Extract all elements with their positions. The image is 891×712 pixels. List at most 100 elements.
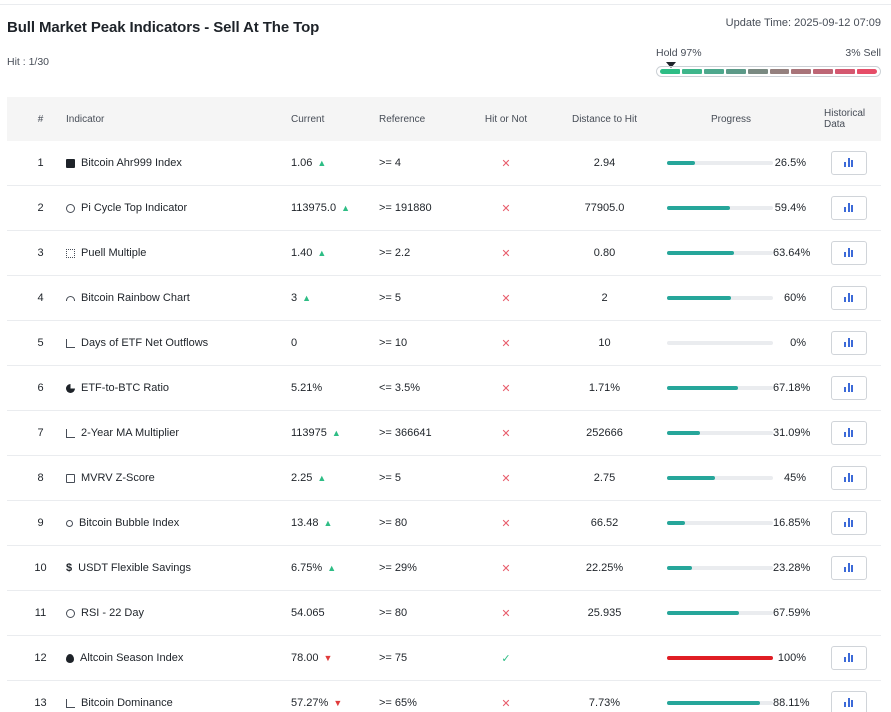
historical-data-button[interactable] (830, 331, 867, 355)
indicator-name[interactable]: Bitcoin Ahr999 Index (81, 157, 182, 169)
update-time: Update Time: 2025-09-12 07:09 (725, 17, 881, 29)
indicator-name[interactable]: Days of ETF Net Outflows (81, 337, 209, 349)
indicator-name[interactable]: Altcoin Season Index (80, 652, 184, 664)
hit-count: Hit : 1/30 (7, 56, 50, 68)
history-cell (806, 511, 881, 535)
current-value: 5.21% (291, 382, 323, 394)
progress-percent: 63.64% (773, 247, 811, 259)
table-row[interactable]: 11 RSI - 22 Day 54.065 >= 80 ✕ 25.935 67.59% (7, 591, 881, 636)
indicator-name[interactable]: Bitcoin Rainbow Chart (81, 292, 190, 304)
historical-data-button[interactable] (830, 556, 867, 580)
progress-bar (667, 566, 773, 570)
indicator-cell[interactable]: Bitcoin Bubble Index (66, 517, 291, 529)
table-row[interactable]: 7 2-Year MA Multiplier 113975 ▲ >= 366641 ✕ 25… (7, 411, 881, 456)
indicator-name[interactable]: Pi Cycle Top Indicator (81, 202, 188, 214)
historical-data-button[interactable] (830, 286, 867, 310)
table-row[interactable]: 13 Bitcoin Dominance 57.27% ▼ >= 65% ✕ 7.73% 88… (7, 681, 881, 712)
progress-cell: 59.4% (656, 202, 806, 214)
trend-up-icon: ▲ (323, 517, 333, 528)
history-cell (806, 691, 881, 712)
current-value: 0 (291, 337, 298, 349)
table-row[interactable]: 6 ETF-to-BTC Ratio 5.21% <= 3.5% ✕ 1.71% 67.18… (7, 366, 881, 411)
progress-cell: 67.59% (656, 607, 810, 619)
row-number: 2 (37, 202, 44, 214)
historical-data-button[interactable] (830, 376, 867, 400)
history-cell (806, 331, 881, 355)
indicator-name[interactable]: USDT Flexible Savings (78, 562, 192, 574)
table-row[interactable]: 9 Bitcoin Bubble Index 13.48 ▲ >= 80 ✕ 66.52 16… (7, 501, 881, 546)
reference-value: >= 10 (379, 337, 408, 349)
historical-data-button[interactable] (830, 691, 867, 712)
hit-status: ✕ (481, 292, 531, 305)
indicator-cell[interactable]: Puell Multiple (66, 247, 291, 259)
historical-data-button[interactable] (830, 421, 867, 445)
table-row[interactable]: 4 Bitcoin Rainbow Chart 3 ▲ >= 5 ✕ 2 60% (7, 276, 881, 321)
distance-value: 252666 (586, 427, 623, 439)
distance-value: 22.25% (585, 562, 624, 574)
page-title: Bull Market Peak Indicators - Sell At Th… (7, 19, 320, 36)
meter-segment (769, 69, 790, 74)
table-row[interactable]: 3 Puell Multiple 1.40 ▲ >= 2.2 ✕ 0.80 63.64% (7, 231, 881, 276)
indicator-cell[interactable]: $ USDT Flexible Savings (66, 562, 291, 574)
progress-percent: 60% (783, 292, 806, 304)
hit-status: ✕ (481, 247, 531, 260)
indicator-name[interactable]: 2-Year MA Multiplier (81, 427, 180, 439)
history-cell (806, 646, 881, 670)
current-cell: 1.06 ▲ (291, 157, 379, 169)
indicator-cell[interactable]: Days of ETF Net Outflows (66, 337, 291, 349)
trend-up-icon: ▲ (317, 247, 327, 258)
historical-data-button[interactable] (830, 646, 867, 670)
progress-bar (667, 206, 773, 210)
table-row[interactable]: 8 MVRV Z-Score 2.25 ▲ >= 5 ✕ 2.75 45% (7, 456, 881, 501)
hit-status: ✕ (481, 562, 531, 575)
reference-value: >= 2.2 (379, 247, 411, 259)
historical-data-button[interactable] (830, 466, 867, 490)
distance-value: 7.73% (588, 697, 621, 709)
progress-cell: 60% (656, 292, 806, 304)
table-row[interactable]: 2 Pi Cycle Top Indicator 113975.0 ▲ >= 19188… (7, 186, 881, 231)
table-row[interactable]: 12 Altcoin Season Index 78.00 ▼ >= 75 ✓ 100% (7, 636, 881, 681)
indicator-cell[interactable]: Altcoin Season Index (66, 652, 291, 664)
indicator-cell[interactable]: Pi Cycle Top Indicator (66, 202, 291, 214)
reference-value: >= 191880 (379, 202, 432, 214)
current-value: 113975.0 (291, 202, 337, 214)
col-reference: Reference (379, 113, 426, 125)
progress-cell: 0% (656, 337, 806, 349)
progress-cell: 31.09% (656, 427, 810, 439)
historical-data-button[interactable] (830, 151, 867, 175)
reference-value: >= 366641 (379, 427, 432, 439)
indicator-name[interactable]: RSI - 22 Day (81, 607, 144, 619)
cross-icon: ✕ (501, 202, 511, 215)
current-value: 1.40 (291, 247, 313, 259)
table-row[interactable]: 10 $ USDT Flexible Savings 6.75% ▲ >= 29% ✕ 22.… (7, 546, 881, 591)
dominance-icon (66, 698, 75, 708)
indicator-cell[interactable]: Bitcoin Rainbow Chart (66, 292, 291, 304)
historical-data-button[interactable] (830, 241, 867, 265)
indicator-name[interactable]: ETF-to-BTC Ratio (81, 382, 170, 394)
indicator-cell[interactable]: RSI - 22 Day (66, 607, 291, 619)
cross-icon: ✕ (501, 607, 511, 620)
current-value: 113975 (291, 427, 327, 439)
indicator-cell[interactable]: MVRV Z-Score (66, 472, 291, 484)
indicator-cell[interactable]: 2-Year MA Multiplier (66, 427, 291, 439)
col-distance: Distance to Hit (571, 113, 638, 125)
progress-bar (667, 476, 773, 480)
indicator-cell[interactable]: ETF-to-BTC Ratio (66, 382, 291, 394)
indicator-name[interactable]: MVRV Z-Score (81, 472, 155, 484)
indicator-cell[interactable]: Bitcoin Dominance (66, 697, 291, 709)
cross-icon: ✕ (501, 337, 511, 350)
table-row[interactable]: 5 Days of ETF Net Outflows 0 >= 10 ✕ 10 0% (7, 321, 881, 366)
indicator-cell[interactable]: Bitcoin Ahr999 Index (66, 157, 291, 169)
progress-bar (667, 656, 773, 660)
indicator-name[interactable]: Bitcoin Bubble Index (79, 517, 180, 529)
table-row[interactable]: 1 Bitcoin Ahr999 Index 1.06 ▲ >= 4 ✕ 2.94 26.5% (7, 141, 881, 186)
progress-fill (667, 566, 692, 570)
box-icon (66, 158, 75, 168)
indicator-name[interactable]: Puell Multiple (81, 247, 147, 259)
progress-fill (667, 431, 700, 435)
indicator-name[interactable]: Bitcoin Dominance (81, 697, 173, 709)
historical-data-button[interactable] (830, 196, 867, 220)
current-value: 78.00 (291, 652, 319, 664)
cross-icon: ✕ (501, 247, 511, 260)
historical-data-button[interactable] (830, 511, 867, 535)
